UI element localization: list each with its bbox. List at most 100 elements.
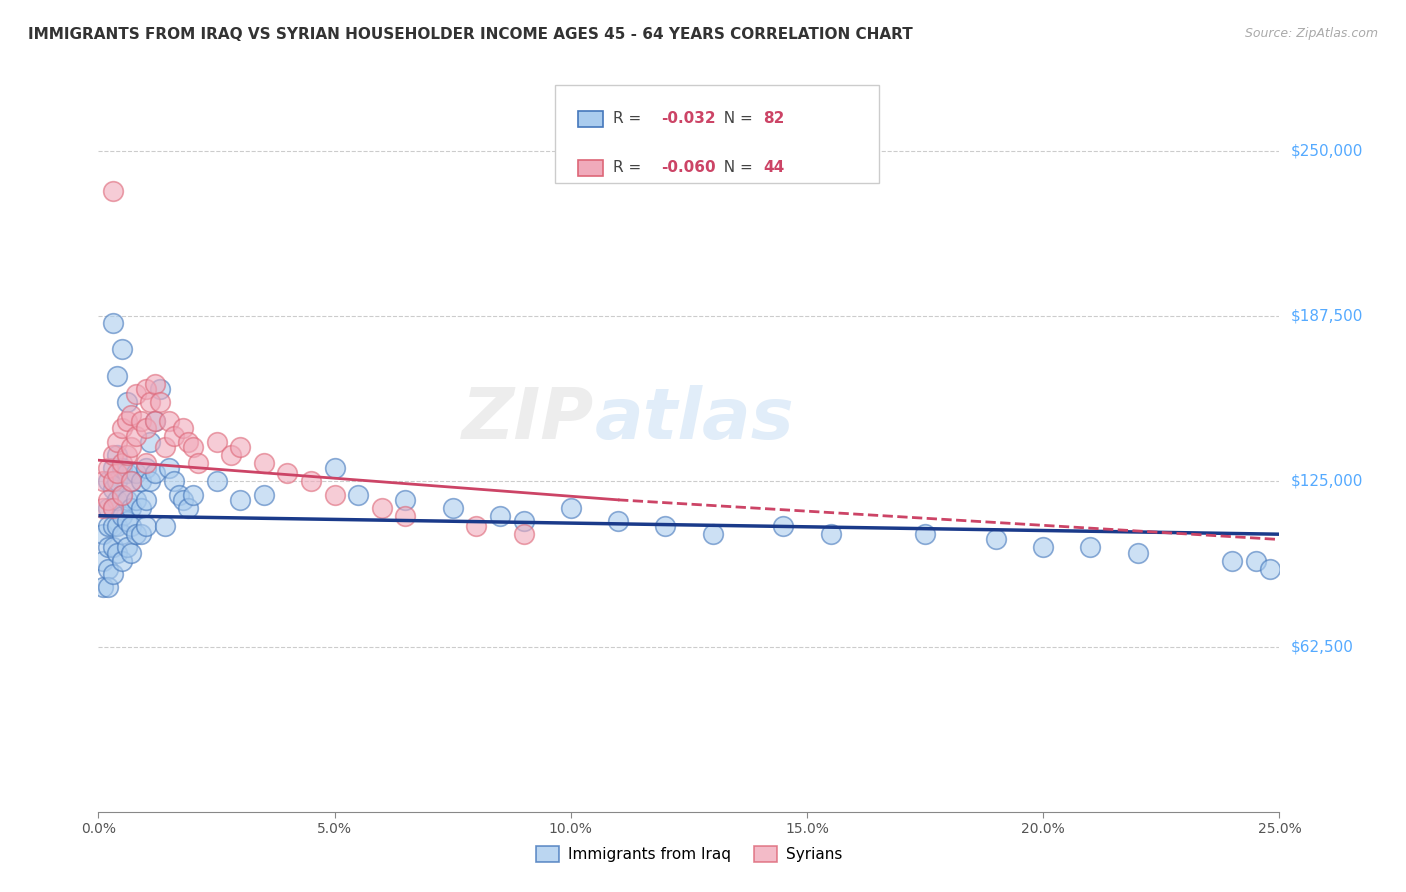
Text: 44: 44 xyxy=(763,161,785,176)
Point xyxy=(229,492,252,507)
Point xyxy=(111,487,134,501)
Point xyxy=(276,467,298,481)
Point xyxy=(512,514,534,528)
Point xyxy=(115,467,138,481)
Point xyxy=(111,527,134,541)
Point xyxy=(101,448,124,462)
Point xyxy=(135,456,157,470)
Point xyxy=(1032,541,1054,555)
Point xyxy=(253,456,276,470)
Point xyxy=(512,527,534,541)
Point xyxy=(465,519,488,533)
Point xyxy=(143,467,166,481)
Point xyxy=(121,546,143,560)
Point xyxy=(125,492,148,507)
Point xyxy=(219,448,242,462)
Point xyxy=(91,580,114,594)
Point xyxy=(115,413,138,427)
Point xyxy=(143,413,166,427)
Point xyxy=(115,514,138,528)
Point xyxy=(143,413,166,427)
Point xyxy=(702,527,724,541)
Text: N =: N = xyxy=(714,112,758,126)
Text: $125,000: $125,000 xyxy=(1291,474,1362,489)
Point xyxy=(607,514,630,528)
Text: R =: R = xyxy=(613,112,647,126)
Point xyxy=(129,527,152,541)
Point xyxy=(97,475,120,489)
Point xyxy=(97,561,120,575)
Point xyxy=(115,395,138,409)
Point xyxy=(143,376,166,391)
Point xyxy=(441,500,464,515)
Point xyxy=(135,421,157,435)
Point xyxy=(984,533,1007,547)
Point xyxy=(1220,554,1243,568)
Point xyxy=(914,527,936,541)
Point xyxy=(1258,561,1281,575)
Point xyxy=(139,475,162,489)
Point xyxy=(97,519,120,533)
Point xyxy=(111,487,134,501)
Point xyxy=(347,487,370,501)
Point xyxy=(121,440,143,454)
Point xyxy=(135,461,157,475)
Text: -0.060: -0.060 xyxy=(661,161,716,176)
Point xyxy=(97,500,120,515)
Point xyxy=(105,434,128,449)
Point xyxy=(101,541,124,555)
Point xyxy=(121,475,143,489)
Point xyxy=(91,500,114,515)
Point xyxy=(560,500,582,515)
Point xyxy=(157,413,180,427)
Text: ZIP: ZIP xyxy=(463,384,595,454)
Point xyxy=(101,475,124,489)
Point xyxy=(105,448,128,462)
Point xyxy=(153,440,176,454)
Point xyxy=(187,456,209,470)
Point xyxy=(135,382,157,396)
Point xyxy=(129,475,152,489)
Point xyxy=(323,487,346,501)
Point xyxy=(121,409,143,423)
Text: $250,000: $250,000 xyxy=(1291,144,1362,159)
Point xyxy=(111,461,134,475)
Point xyxy=(105,519,128,533)
Point xyxy=(97,541,120,555)
Point xyxy=(172,421,194,435)
Text: R =: R = xyxy=(613,161,647,176)
Point xyxy=(111,342,134,356)
Point xyxy=(105,546,128,560)
Text: -0.032: -0.032 xyxy=(661,112,716,126)
Point xyxy=(115,492,138,507)
Point xyxy=(111,508,134,523)
Point xyxy=(772,519,794,533)
Point xyxy=(205,475,228,489)
Point xyxy=(101,316,124,330)
Point xyxy=(1080,541,1102,555)
Text: 82: 82 xyxy=(763,112,785,126)
Point xyxy=(820,527,842,541)
Point xyxy=(253,487,276,501)
Point xyxy=(167,487,190,501)
Point xyxy=(125,467,148,481)
Text: N =: N = xyxy=(714,161,758,176)
Text: Source: ZipAtlas.com: Source: ZipAtlas.com xyxy=(1244,27,1378,40)
Point xyxy=(101,483,124,497)
Point xyxy=(394,492,416,507)
Point xyxy=(111,421,134,435)
Point xyxy=(111,554,134,568)
Point xyxy=(654,519,676,533)
Point xyxy=(125,527,148,541)
Point xyxy=(121,475,143,489)
Point xyxy=(121,519,143,533)
Point xyxy=(135,492,157,507)
Point xyxy=(111,456,134,470)
Point xyxy=(125,429,148,443)
Point xyxy=(181,440,204,454)
Point xyxy=(105,492,128,507)
Point xyxy=(129,500,152,515)
Point xyxy=(101,566,124,581)
Point xyxy=(157,461,180,475)
Point xyxy=(1244,554,1267,568)
